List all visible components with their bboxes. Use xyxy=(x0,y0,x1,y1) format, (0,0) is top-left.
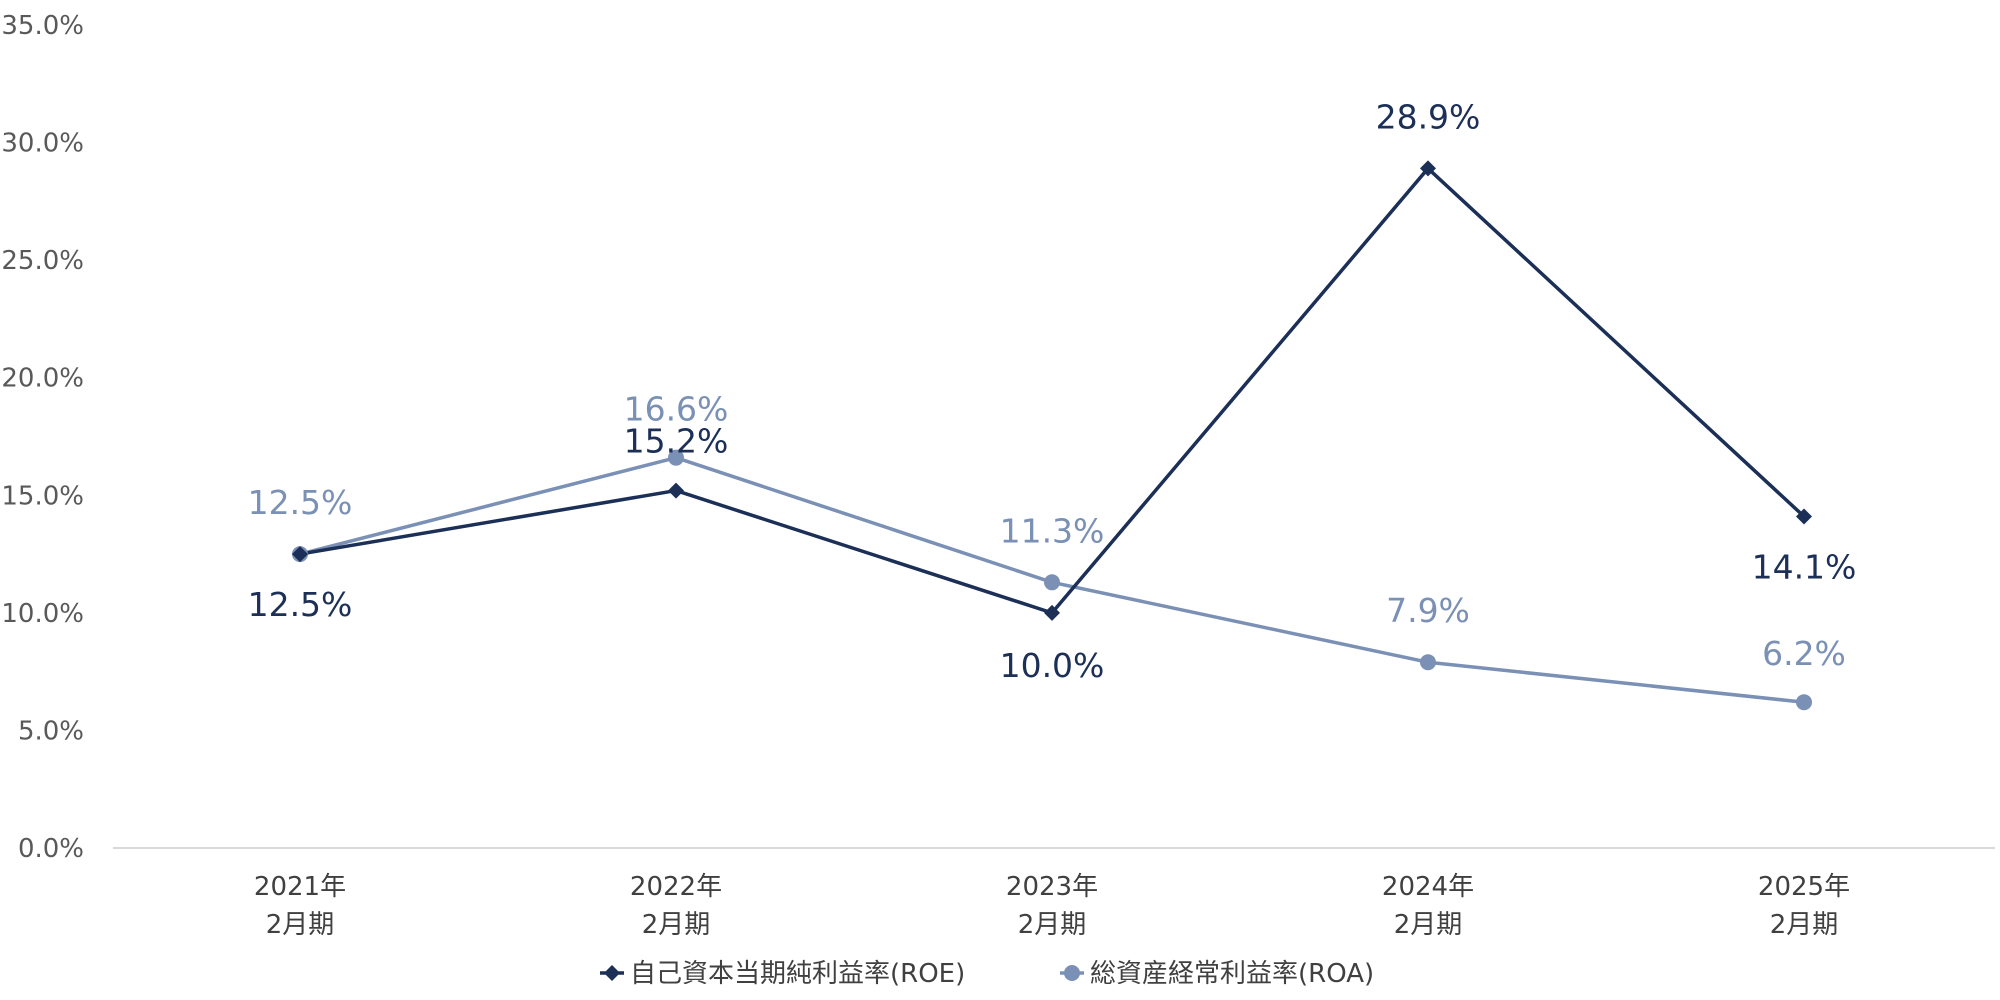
x-tick-label: 2021年 xyxy=(254,872,346,902)
legend-label: 自己資本当期純利益率(ROE) xyxy=(630,959,965,989)
data-point-circle xyxy=(1420,654,1436,671)
y-tick-label: 5.0% xyxy=(18,716,84,746)
data-point-diamond xyxy=(668,482,684,499)
data-point-circle xyxy=(1796,694,1812,711)
legend-marker-circle xyxy=(1064,965,1080,981)
x-tick-label: 2月期 xyxy=(1018,910,1087,940)
data-label: 28.9% xyxy=(1376,97,1481,136)
data-label: 12.5% xyxy=(248,585,353,624)
x-tick-label: 2024年 xyxy=(1382,872,1474,902)
data-label: 12.5% xyxy=(248,483,353,522)
data-labels: 12.5% 16.6% 11.3% 7.9% 6.2% 12.5% 15.2% 10.0% 28… xyxy=(248,97,1857,684)
data-label: 15.2% xyxy=(624,422,729,461)
data-label: 10.0% xyxy=(1000,646,1105,685)
y-tick-label: 25.0% xyxy=(1,246,84,276)
legend-label: 総資産経常利益率(ROA) xyxy=(1090,959,1374,989)
series-lines xyxy=(299,166,1806,704)
x-tick-label: 2月期 xyxy=(266,910,335,940)
data-point-circle xyxy=(1044,574,1060,591)
y-tick-label: 20.0% xyxy=(1,364,84,394)
data-point-diamond xyxy=(292,546,308,563)
x-tick-label: 2022年 xyxy=(630,872,722,902)
data-label: 16.6% xyxy=(624,390,729,429)
data-label: 14.1% xyxy=(1752,547,1857,586)
y-tick-label: 10.0% xyxy=(1,599,84,629)
data-label: 11.3% xyxy=(1000,511,1105,550)
data-point-diamond xyxy=(1044,604,1060,621)
x-tick-label: 2025年 xyxy=(1758,872,1850,902)
x-tick-label: 2月期 xyxy=(1394,910,1463,940)
data-point-diamond xyxy=(1796,508,1812,525)
y-tick-label: 35.0% xyxy=(1,11,84,41)
data-label: 7.9% xyxy=(1386,591,1470,630)
y-tick-label: 15.0% xyxy=(1,481,84,511)
x-tick-label: 2023年 xyxy=(1006,872,1098,902)
data-point-diamond xyxy=(1420,160,1436,177)
x-tick-label: 2月期 xyxy=(1770,910,1839,940)
y-tick-label: 30.0% xyxy=(1,129,84,159)
legend-marker-diamond xyxy=(604,965,620,981)
y-axis: 0.0% 5.0% 10.0% 15.0% 20.0% 25.0% 30.0% 35.0% xyxy=(1,11,84,864)
data-label: 6.2% xyxy=(1762,634,1846,673)
x-axis: 2021年 2月期 2022年 2月期 2023年 2月期 2024年 2月期 2025年 2月期 xyxy=(254,872,1850,940)
series-markers xyxy=(292,160,1812,711)
x-tick-label: 2月期 xyxy=(642,910,711,940)
y-tick-label: 0.0% xyxy=(18,834,84,864)
data-point-circle xyxy=(668,449,684,466)
legend: 自己資本当期純利益率(ROE) 総資産経常利益率(ROA) xyxy=(600,959,1374,989)
